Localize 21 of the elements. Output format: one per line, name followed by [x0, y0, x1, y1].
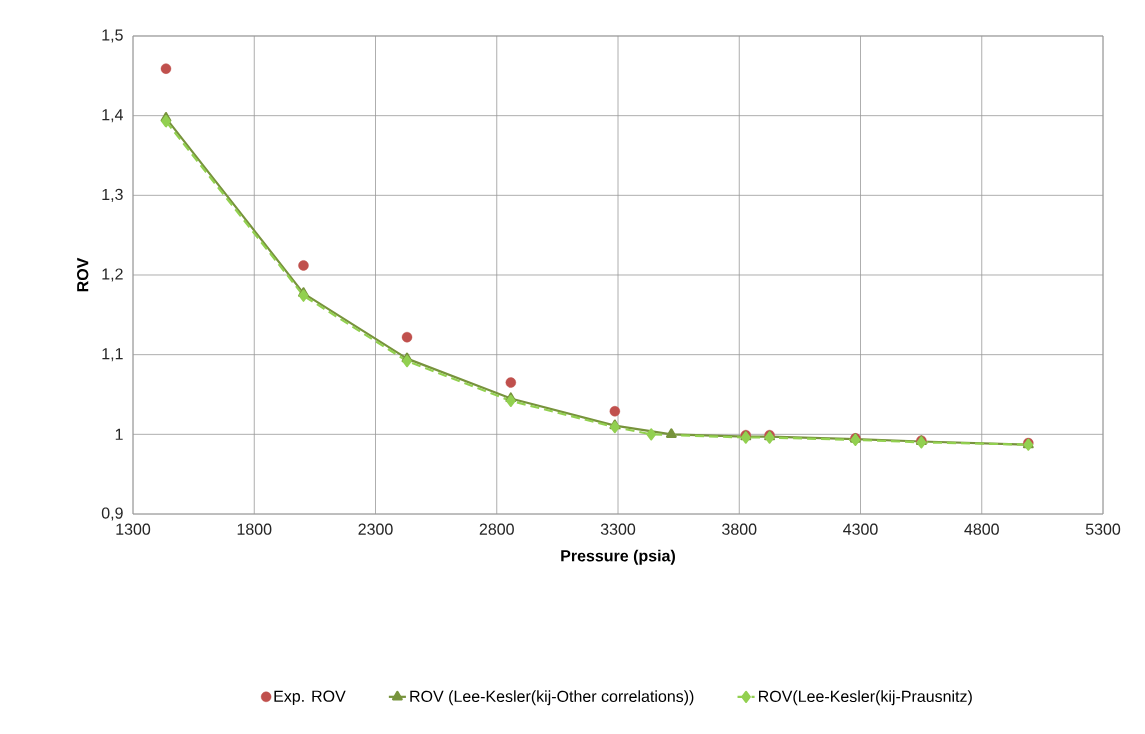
x-tick-label: 2800 — [479, 523, 514, 535]
legend-label: ROV (Lee-Kesler(kij-Other correlations)) — [410, 690, 694, 706]
x-tick-label: 5300 — [1085, 523, 1121, 535]
y-tick-label: 1,3 — [102, 188, 123, 202]
y-tick-label: 1,4 — [102, 109, 123, 123]
y-tick-label: 1,1 — [102, 348, 123, 362]
y-tick-label: 1 — [115, 428, 123, 440]
x-axis-title: Pressure (psia) — [561, 549, 675, 565]
x-tick-label: 1800 — [237, 523, 272, 535]
legend-label: ROV(Lee-Kesler(kij-Prausnitz) — [759, 690, 972, 706]
y-axis-title: ROV — [77, 257, 89, 292]
x-tick-label: 4800 — [964, 523, 999, 535]
x-tick-label: 4300 — [843, 523, 878, 535]
x-tick-label: 3300 — [600, 523, 636, 535]
y-tick-label: 1,2 — [102, 268, 123, 282]
legend-label: Exp. ROV — [274, 690, 346, 705]
y-tick-label: 0,9 — [101, 507, 123, 521]
x-tick-label: 2300 — [358, 523, 393, 535]
x-tick-label: 3800 — [722, 523, 757, 535]
x-tick-label: 1300 — [116, 523, 151, 535]
y-tick-label: 1,5 — [102, 29, 123, 43]
